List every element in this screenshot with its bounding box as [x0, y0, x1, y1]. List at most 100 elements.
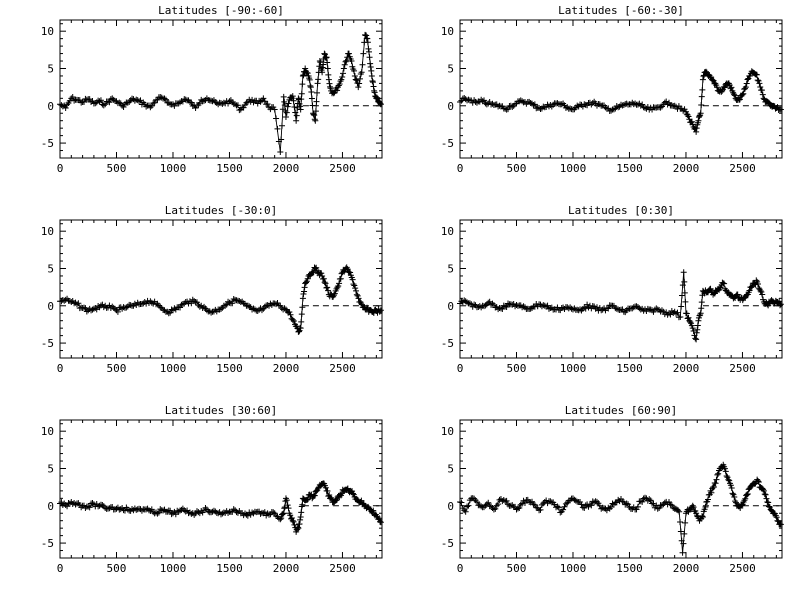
data-point — [554, 100, 561, 107]
data-point — [302, 65, 309, 72]
data-point — [755, 479, 762, 486]
data-point — [324, 284, 331, 291]
data-point — [757, 287, 764, 294]
x-tick-label: 1000 — [160, 362, 187, 375]
x-tick-label: 0 — [57, 162, 64, 175]
data-point — [588, 502, 595, 509]
data-point — [461, 507, 468, 514]
data-point — [777, 106, 784, 113]
data-point — [370, 83, 377, 90]
data-point — [225, 510, 232, 517]
data-point — [64, 503, 71, 510]
data-point — [106, 505, 113, 512]
data-point — [497, 305, 504, 312]
data-point — [613, 499, 620, 506]
data-point — [117, 506, 124, 513]
panel-3: Latitudes [-30:0]0 500 1000 1500 2000 2500-50… — [41, 204, 384, 375]
data-point — [723, 472, 730, 479]
data-point — [466, 300, 473, 307]
x-tick-label: 2000 — [673, 362, 700, 375]
data-point — [71, 97, 78, 104]
data-point — [261, 98, 268, 105]
data-point — [354, 292, 361, 299]
data-point — [639, 498, 646, 505]
data-point — [297, 513, 304, 520]
data-point — [58, 298, 65, 305]
data-point — [471, 301, 478, 308]
data-point — [687, 318, 694, 325]
data-point — [364, 35, 371, 42]
data-point — [233, 509, 240, 516]
data-point — [343, 57, 350, 64]
panel-title: Latitudes [60:90] — [565, 404, 678, 417]
data-point — [609, 500, 616, 507]
data-point — [147, 104, 154, 111]
data-point — [457, 99, 463, 106]
data-point — [465, 96, 472, 103]
data-point — [681, 278, 688, 285]
data-point — [776, 298, 783, 305]
data-point — [293, 117, 300, 124]
y-tick-label: 5 — [447, 262, 454, 275]
data-point — [666, 499, 673, 506]
data-point — [608, 107, 615, 114]
data-point — [182, 96, 189, 103]
data-point — [677, 528, 684, 535]
series-line — [459, 463, 782, 553]
data-point — [561, 503, 568, 510]
data-point — [699, 513, 706, 520]
data-point — [674, 309, 681, 316]
data-point — [689, 325, 696, 332]
data-point — [318, 270, 325, 277]
data-point — [145, 507, 152, 514]
data-point — [644, 305, 651, 312]
data-point — [322, 484, 329, 491]
axis-frame — [59, 419, 383, 559]
data-point — [629, 99, 636, 106]
data-point — [657, 104, 664, 111]
data-point — [295, 525, 302, 532]
data-point — [299, 295, 306, 302]
data-point — [730, 91, 737, 98]
data-point — [503, 106, 510, 113]
data-point — [271, 106, 278, 113]
data-point — [755, 77, 762, 84]
data-point — [335, 82, 342, 89]
axis-frame — [59, 19, 383, 159]
data-point — [171, 305, 178, 312]
data-point — [291, 521, 298, 528]
data-point — [148, 299, 155, 306]
data-point — [725, 476, 732, 483]
x-tick-label: 500 — [107, 162, 127, 175]
data-point — [367, 60, 374, 67]
data-point — [571, 305, 578, 312]
data-point — [698, 299, 705, 306]
data-point — [133, 506, 140, 513]
data-point — [230, 506, 237, 513]
data-point — [310, 111, 317, 118]
data-point — [560, 506, 567, 513]
data-point — [344, 266, 351, 273]
data-point — [366, 54, 373, 61]
data-point — [531, 101, 538, 108]
data-point — [623, 500, 630, 507]
data-point — [712, 480, 719, 487]
data-point — [270, 509, 277, 516]
data-point — [278, 515, 285, 522]
data-point — [721, 465, 728, 472]
y-tick-label: 5 — [447, 62, 454, 75]
data-point — [756, 80, 763, 87]
data-point — [699, 86, 706, 93]
data-point — [667, 501, 674, 508]
data-point — [337, 78, 344, 85]
data-point — [281, 98, 288, 105]
data-point — [116, 99, 123, 106]
data-point — [299, 501, 306, 508]
data-point — [359, 61, 366, 68]
data-point — [289, 93, 296, 100]
y-tick-label: 10 — [441, 25, 454, 38]
data-point — [768, 507, 775, 514]
data-point — [639, 101, 646, 108]
y-tick-label: 10 — [441, 425, 454, 438]
data-point — [694, 322, 701, 329]
